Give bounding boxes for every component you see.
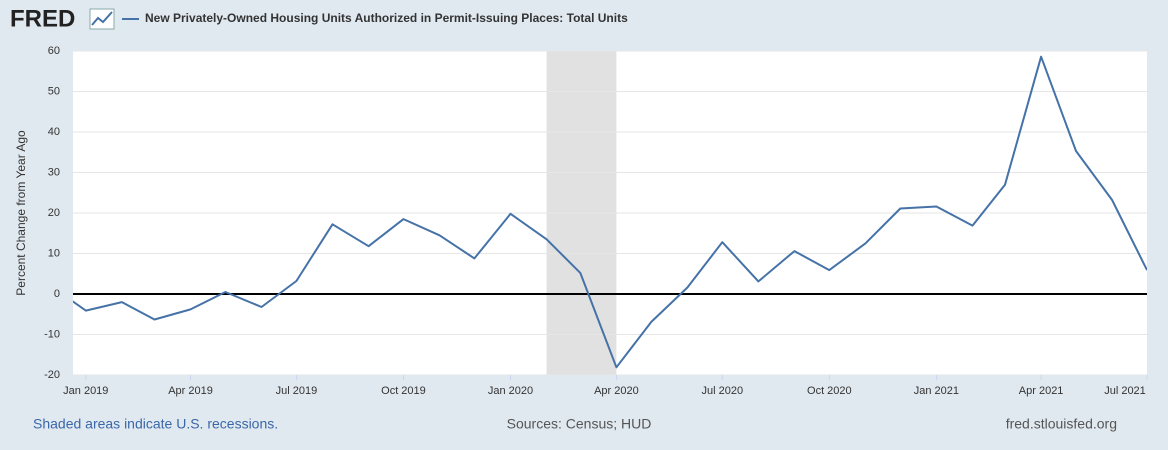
y-tick-label: 30 [48, 166, 60, 178]
y-tick-label: 60 [48, 45, 60, 57]
x-tick-label: Jan 2021 [914, 385, 959, 397]
logo[interactable]: FRED [10, 5, 115, 32]
x-tick-label: Jul 2020 [701, 385, 743, 397]
y-axis-label: Percent Change from Year Ago [14, 130, 28, 296]
y-tick-label: 10 [48, 247, 60, 259]
series-line [73, 55, 1147, 369]
footer-recessions[interactable]: Shaded areas indicate U.S. recessions. [33, 416, 278, 432]
x-tick-label: Jul 2019 [276, 385, 318, 397]
x-tick-label: Apr 2019 [168, 385, 213, 397]
logo-icon-line [91, 11, 113, 26]
x-tick-label: Apr 2021 [1019, 385, 1064, 397]
plot [73, 51, 1147, 375]
x-tick-label: Jan 2019 [63, 385, 108, 397]
y-tick-label: -10 [44, 328, 60, 340]
y-tick-label: 50 [48, 85, 60, 97]
logo-icon [89, 8, 115, 30]
legend-label: New Privately-Owned Housing Units Author… [145, 11, 628, 25]
x-tick-label: Jul 2021 [1104, 385, 1146, 397]
y-tick-label: -20 [44, 369, 60, 381]
y-tick-label: 40 [48, 126, 60, 138]
y-tick-label: 0 [54, 288, 60, 300]
footer-sources: Sources: Census; HUD [507, 416, 652, 432]
x-tick-label: Oct 2019 [381, 385, 426, 397]
x-tick-label: Jan 2020 [488, 385, 533, 397]
brand[interactable]: FRED [10, 5, 75, 32]
x-tick-label: Apr 2020 [594, 385, 639, 397]
y-tick-label: 20 [48, 207, 60, 219]
footer-url[interactable]: fred.stlouisfed.org [1006, 416, 1117, 432]
x-tick-label: Oct 2020 [807, 385, 852, 397]
